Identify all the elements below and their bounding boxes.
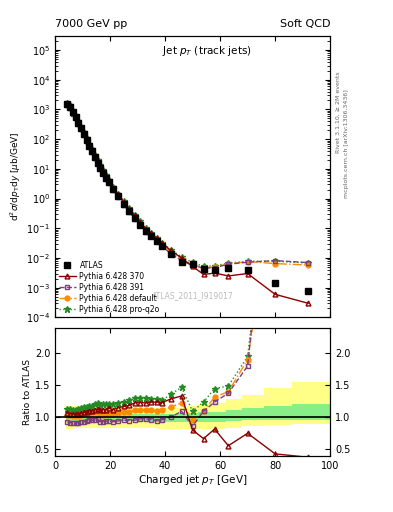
Text: Jet $p_T$ (track jets): Jet $p_T$ (track jets)	[162, 45, 251, 58]
X-axis label: Charged jet $p_T$ [GeV]: Charged jet $p_T$ [GeV]	[138, 473, 247, 487]
Text: Soft QCD: Soft QCD	[280, 19, 330, 29]
Y-axis label: $\mathrm{d}^2\sigma/\mathrm{d}p_\mathrm{T}\mathrm{d}y\ [\mu\mathrm{b/GeV}]$: $\mathrm{d}^2\sigma/\mathrm{d}p_\mathrm{…	[9, 132, 23, 222]
Text: Rivet 3.1.10, ≥ 2M events: Rivet 3.1.10, ≥ 2M events	[336, 72, 341, 154]
Y-axis label: Ratio to ATLAS: Ratio to ATLAS	[23, 359, 32, 424]
Text: ATLAS_2011_I919017: ATLAS_2011_I919017	[152, 291, 233, 301]
Text: 7000 GeV pp: 7000 GeV pp	[55, 19, 127, 29]
Legend: ATLAS, Pythia 6.428 370, Pythia 6.428 391, Pythia 6.428 default, Pythia 6.428 pr: ATLAS, Pythia 6.428 370, Pythia 6.428 39…	[59, 261, 160, 314]
Text: mcplots.cern.ch [arXiv:1306.3436]: mcplots.cern.ch [arXiv:1306.3436]	[344, 89, 349, 198]
